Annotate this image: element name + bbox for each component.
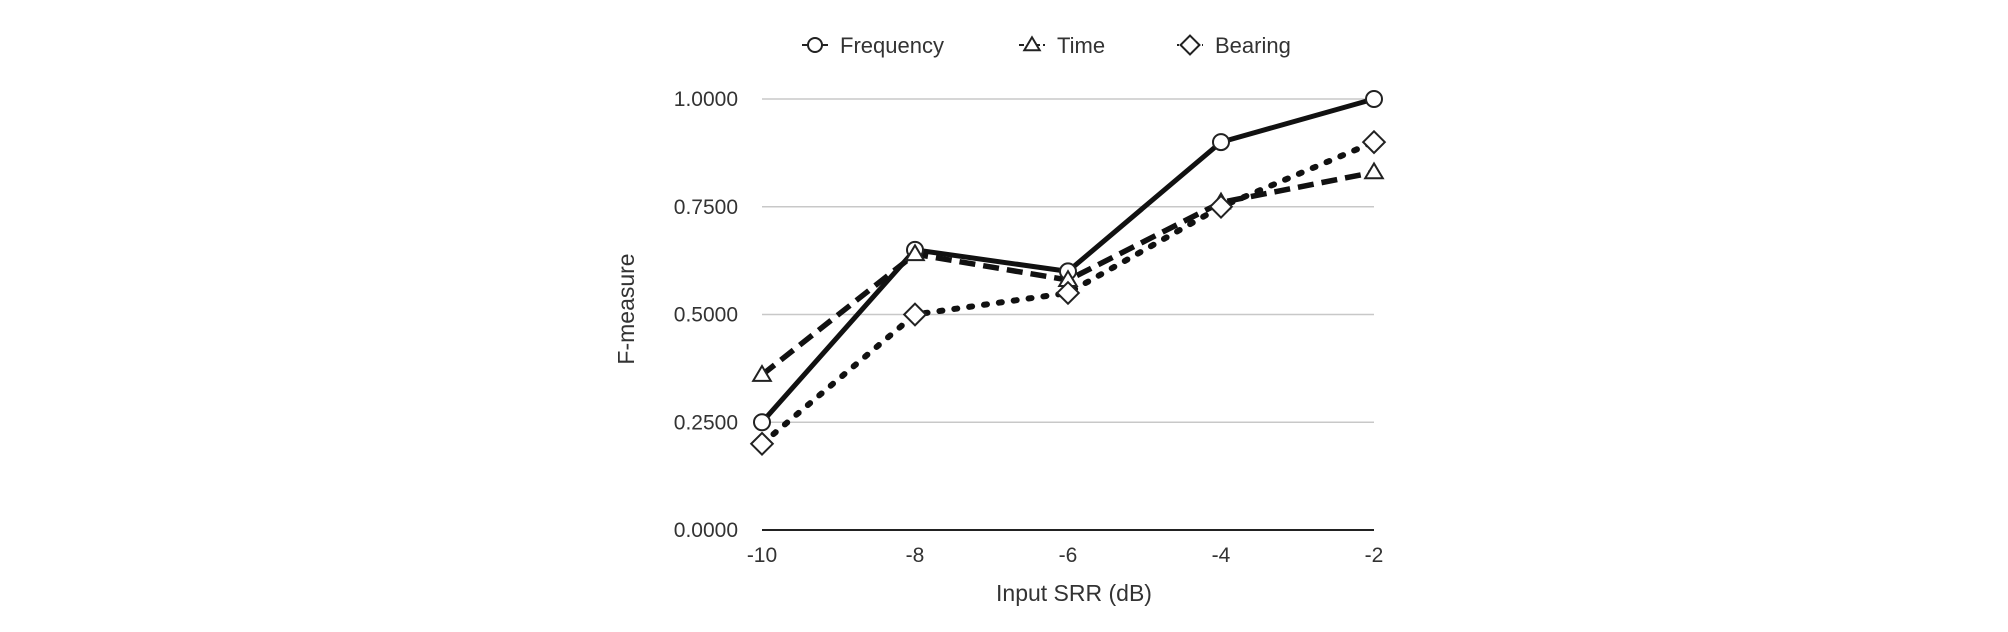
data-point-bearing — [1055, 280, 1081, 306]
axes: 0.0000 0.2500 0.5000 0.7500 1.0000 -10 -8 -6 -4 -… — [674, 88, 1384, 567]
series-line-bearing — [759, 139, 1377, 447]
data-point-bearing — [1208, 194, 1234, 219]
y-tick-label: 1.0000 — [674, 88, 738, 111]
y-tick-label: 0.0000 — [674, 519, 738, 542]
x-tick-label: -6 — [1059, 544, 1078, 567]
y-tick-label: 0.7500 — [674, 196, 738, 219]
grid — [762, 98, 1374, 423]
series-line-frequency — [760, 96, 1375, 424]
legend-marker-bearing — [1179, 34, 1201, 56]
data-point-frequency — [1212, 133, 1230, 152]
data-point-time — [751, 364, 773, 382]
x-tick-label: -4 — [1212, 544, 1231, 567]
x-tick-label: -2 — [1365, 544, 1384, 567]
data-point-frequency — [753, 413, 771, 432]
data-point-time — [1363, 161, 1385, 180]
legend-label: Bearing — [1215, 33, 1291, 58]
legend-label: Time — [1057, 33, 1105, 58]
data-point-bearing — [749, 431, 775, 457]
legend-label: Frequency — [840, 33, 944, 58]
data-point-bearing — [1361, 129, 1387, 155]
y-axis-title: F-measure — [613, 253, 639, 364]
data-point-bearing — [902, 302, 928, 327]
y-tick-label: 0.2500 — [674, 411, 738, 434]
legend-marker-time — [1022, 35, 1042, 52]
x-axis-title: Input SRR (dB) — [996, 580, 1152, 606]
x-tick-label: -8 — [906, 544, 925, 567]
data-point-time — [904, 243, 926, 262]
legend-marker-frequency — [807, 37, 823, 53]
y-tick-label: 0.5000 — [674, 304, 738, 327]
series-layer — [749, 90, 1387, 457]
data-point-frequency — [1365, 90, 1383, 108]
x-tick-label: -10 — [747, 544, 777, 567]
legend: Frequency Time Bearing — [802, 33, 1291, 58]
